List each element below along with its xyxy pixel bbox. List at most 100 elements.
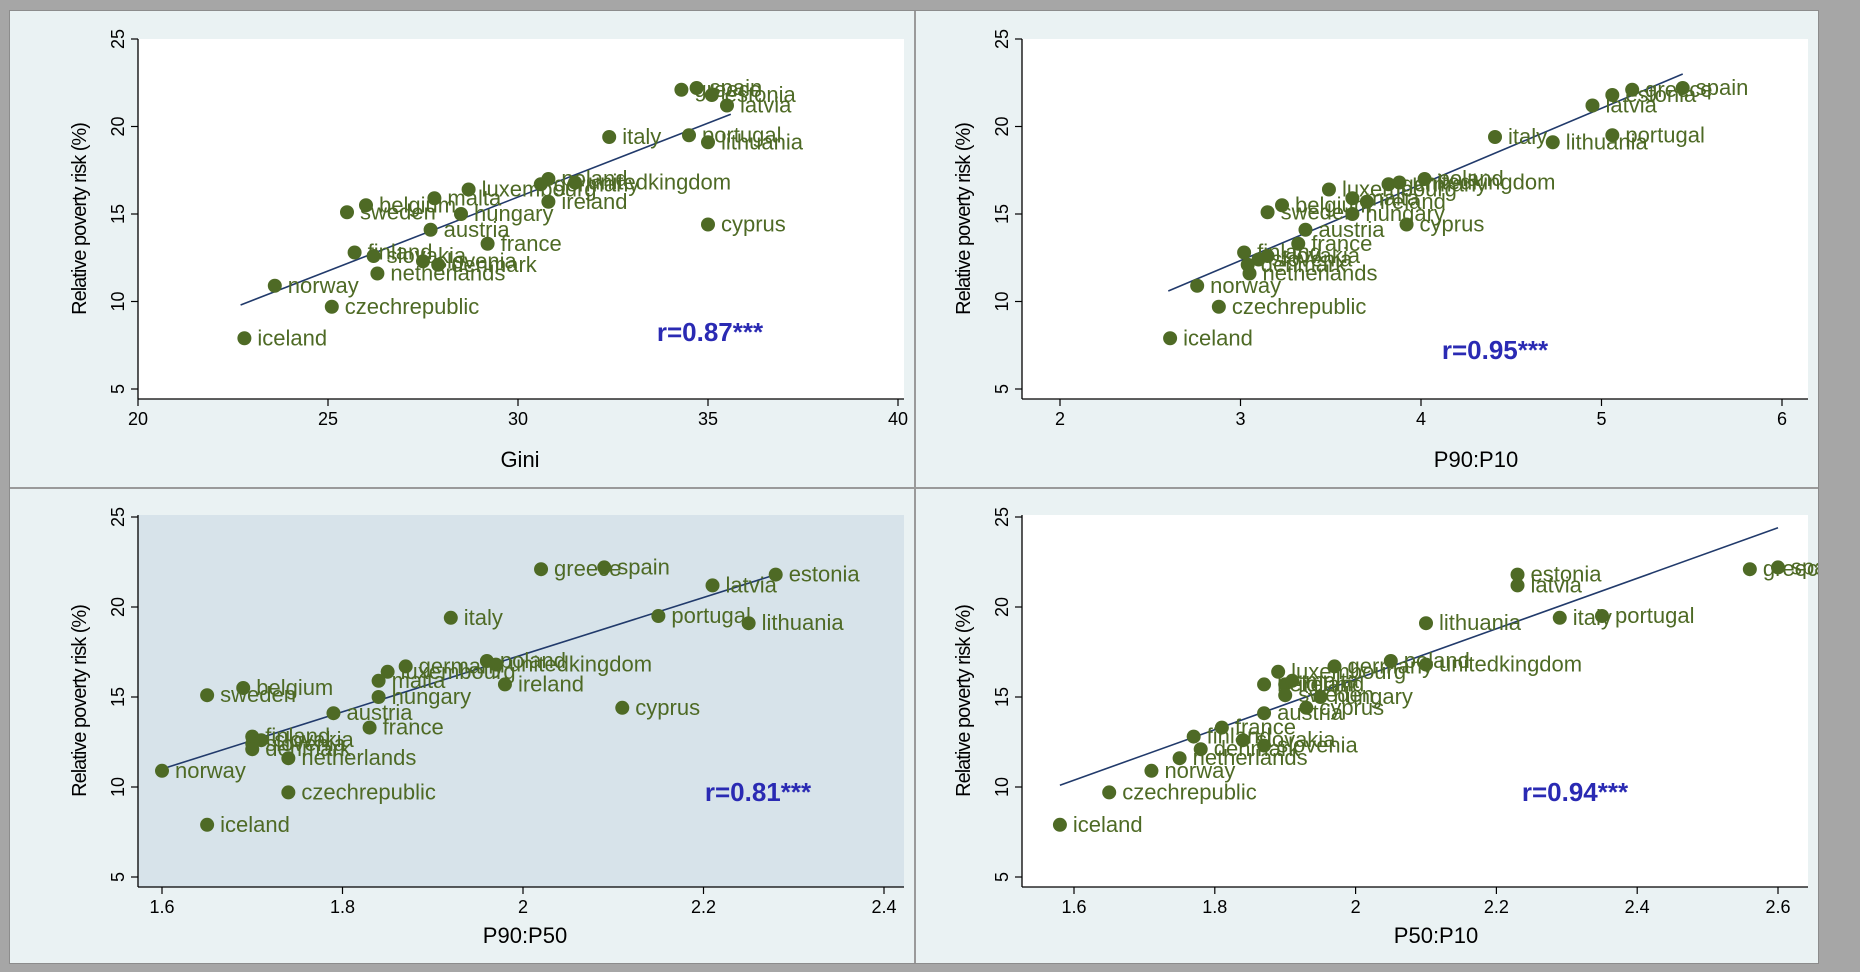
y-tick-label: 25 bbox=[108, 29, 128, 49]
point-label: netherlands bbox=[1263, 261, 1378, 286]
data-point bbox=[497, 677, 512, 692]
x-tick-label: 2.4 bbox=[1625, 897, 1650, 917]
fit-line bbox=[1059, 527, 1779, 786]
point-label: czechrepublic bbox=[345, 294, 480, 319]
data-point bbox=[1625, 82, 1640, 97]
y-tick-label: 10 bbox=[108, 777, 128, 797]
scatter-chart: 1.6 1.8 2 2.2 2.4 5 10 15 20 25 P90:P50 Relative po… bbox=[69, 507, 904, 948]
point-label: germany bbox=[1347, 653, 1433, 678]
point-label: czechrepublic bbox=[301, 779, 436, 804]
point-label: luxembourg bbox=[1342, 177, 1457, 202]
x-axis-title: P50:P10 bbox=[1394, 923, 1478, 948]
data-point bbox=[1510, 578, 1525, 593]
data-point bbox=[281, 751, 296, 766]
data-point bbox=[480, 236, 495, 251]
point-label: portugal bbox=[1625, 122, 1705, 147]
data-point bbox=[615, 700, 630, 715]
data-layer: greecespainestonialatviaitalyportugallit… bbox=[1052, 527, 1818, 837]
x-tick-label: 2 bbox=[1351, 897, 1361, 917]
point-label: denmark bbox=[451, 252, 538, 277]
data-point bbox=[370, 266, 385, 281]
point-label: austria bbox=[346, 700, 413, 725]
data-point bbox=[416, 254, 430, 269]
point-label: slovakia bbox=[1281, 243, 1361, 268]
fit-line bbox=[240, 113, 732, 306]
data-point bbox=[1392, 175, 1407, 190]
chart-panel-p50-p10: 1.6 1.8 2 2.2 2.4 2.6 5 10 15 20 25 P50:P10 Relative… bbox=[916, 489, 1818, 963]
x-tick-label: 20 bbox=[128, 409, 148, 429]
data-point bbox=[1257, 677, 1272, 692]
data-point bbox=[651, 609, 666, 623]
data-point bbox=[1399, 217, 1414, 232]
point-label: norway bbox=[1210, 273, 1281, 298]
y-tick-label: 20 bbox=[992, 597, 1012, 617]
x-tick-label: 1.8 bbox=[330, 897, 355, 917]
data-point bbox=[324, 299, 339, 314]
y-tick-label: 20 bbox=[108, 597, 128, 617]
y-tick-label: 25 bbox=[108, 507, 128, 527]
y-tick-label: 10 bbox=[992, 291, 1012, 311]
point-label: lithuania bbox=[721, 129, 804, 154]
point-label: cyprus bbox=[1319, 695, 1384, 720]
data-point bbox=[1545, 135, 1560, 150]
x-tick-label: 2.6 bbox=[1765, 897, 1790, 917]
chart-panel-gini: 20 25 30 35 40 5 10 15 20 25 Gini Relative poverty … bbox=[10, 11, 914, 487]
point-label: malta bbox=[1365, 185, 1420, 210]
data-point bbox=[541, 194, 556, 209]
point-label: belgium bbox=[256, 675, 333, 700]
x-tick-label: 2.2 bbox=[691, 897, 716, 917]
x-axis-title: Gini bbox=[500, 447, 539, 472]
data-point bbox=[1285, 673, 1300, 688]
point-label: iceland bbox=[1073, 812, 1143, 837]
point-label: malta bbox=[392, 668, 447, 693]
data-point bbox=[380, 664, 395, 679]
x-tick-label: 1.6 bbox=[1061, 897, 1086, 917]
point-label: slovakia bbox=[274, 727, 354, 752]
point-label: iceland bbox=[1183, 325, 1253, 350]
x-tick-label: 2 bbox=[1055, 409, 1065, 429]
data-point bbox=[427, 191, 442, 206]
data-point bbox=[200, 688, 215, 703]
point-label: france bbox=[1311, 231, 1372, 256]
data-point bbox=[236, 681, 251, 695]
data-point bbox=[1235, 733, 1250, 748]
point-label: luxembourg bbox=[1291, 659, 1406, 684]
point-label: italy bbox=[622, 124, 661, 149]
data-point bbox=[1595, 609, 1609, 623]
data-point bbox=[488, 657, 503, 672]
point-label: ireland bbox=[1298, 671, 1364, 696]
scatter-chart: 2 3 4 5 6 5 10 15 20 25 P90:P10 Relative poverty ri… bbox=[953, 29, 1808, 472]
data-point bbox=[1419, 616, 1433, 631]
point-label: france bbox=[383, 715, 444, 740]
x-tick-label: 3 bbox=[1235, 409, 1245, 429]
data-point bbox=[347, 245, 362, 260]
data-point bbox=[1327, 659, 1342, 674]
data-point bbox=[1605, 128, 1620, 143]
data-point bbox=[1186, 729, 1201, 744]
y-tick-label: 10 bbox=[992, 777, 1012, 797]
y-tick-label: 15 bbox=[108, 687, 128, 707]
point-label: belgium bbox=[379, 192, 456, 217]
correlation-annotation: r=0.95*** bbox=[1442, 335, 1549, 365]
data-point bbox=[602, 130, 617, 144]
y-tick-label: 10 bbox=[108, 291, 128, 311]
y-tick-label: 5 bbox=[108, 384, 128, 394]
point-label: denmark bbox=[1214, 736, 1301, 761]
point-label: germany bbox=[1402, 171, 1488, 196]
y-tick-label: 5 bbox=[992, 872, 1012, 882]
data-point bbox=[1291, 236, 1306, 251]
point-label: poland bbox=[500, 648, 566, 673]
point-label: latvia bbox=[740, 93, 792, 118]
point-label: slovenia bbox=[1277, 733, 1358, 758]
data-point bbox=[359, 198, 373, 213]
data-point bbox=[1257, 738, 1272, 753]
point-label: ireland bbox=[561, 189, 627, 214]
point-label: lithuania bbox=[1439, 610, 1522, 635]
data-point bbox=[1381, 177, 1396, 192]
x-axis-title: P90:P50 bbox=[483, 923, 567, 948]
data-point bbox=[704, 88, 719, 102]
correlation-annotation: r=0.81*** bbox=[705, 777, 812, 807]
x-tick-label: 2.4 bbox=[871, 897, 896, 917]
point-label: estonia bbox=[1531, 562, 1603, 587]
point-label: slovenia bbox=[1272, 247, 1353, 272]
